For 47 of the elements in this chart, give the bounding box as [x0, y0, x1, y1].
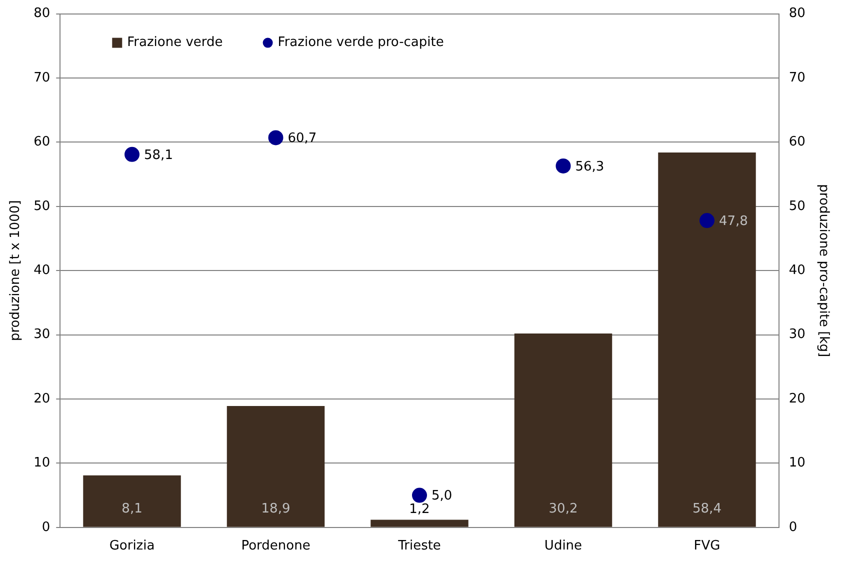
y2-axis-title: produzione pro-capite [kg] [816, 184, 831, 358]
y2-tick-label: 40 [788, 262, 806, 278]
y-tick-label: 20 [34, 391, 50, 406]
y2-tick-label: 10 [788, 456, 806, 471]
y-tick-label: 10 [34, 456, 50, 471]
point [124, 146, 140, 162]
data-label: 60,7 [288, 131, 317, 146]
x-tick-label: Udine [544, 538, 582, 554]
y-tick-label: 70 [34, 70, 50, 86]
point [699, 213, 714, 228]
y2-tick-label: 20 [788, 391, 806, 406]
y-tick-label: 0 [42, 520, 50, 535]
y-tick-label: 30 [34, 327, 50, 342]
y2-tick-label: 70 [788, 70, 806, 86]
data-label: 58,1 [144, 148, 173, 163]
x-tick-label: Pordenone [241, 538, 310, 554]
legend-label: Frazione verde [127, 35, 223, 50]
data-label: 5,0 [432, 488, 452, 504]
y-tick-label: 50 [34, 198, 50, 214]
bar [370, 520, 468, 527]
y-tick-label: 80 [34, 6, 50, 22]
point [268, 130, 284, 146]
data-label: 30,2 [548, 501, 578, 516]
y-axis-title: produzione [t x 1000] [8, 200, 24, 342]
data-label: 56,3 [575, 159, 604, 174]
bar [514, 334, 612, 527]
y2-tick-label: 80 [788, 6, 806, 22]
data-label: 8,1 [122, 501, 142, 516]
y2-tick-label: 60 [788, 134, 806, 150]
y2-tick-label: 30 [788, 327, 806, 342]
data-label: 1,2 [409, 502, 430, 518]
y2-tick-label: 50 [788, 198, 806, 214]
y-tick-label: 40 [34, 262, 50, 278]
x-tick-label: Trieste [397, 538, 441, 554]
data-label: 47,8 [718, 214, 748, 229]
data-label: 58,4 [692, 501, 722, 516]
x-tick-label: Gorizia [109, 538, 155, 554]
bar [226, 406, 325, 527]
legend-label: Frazione verde pro-capite [278, 35, 444, 50]
bar [83, 475, 181, 527]
point [412, 488, 427, 503]
point [556, 158, 571, 174]
data-label: 18,9 [261, 501, 290, 516]
bar [658, 152, 756, 527]
y2-tick-label: 0 [788, 520, 798, 535]
x-tick-label: FVG [694, 538, 720, 554]
y-tick-label: 60 [34, 134, 50, 150]
